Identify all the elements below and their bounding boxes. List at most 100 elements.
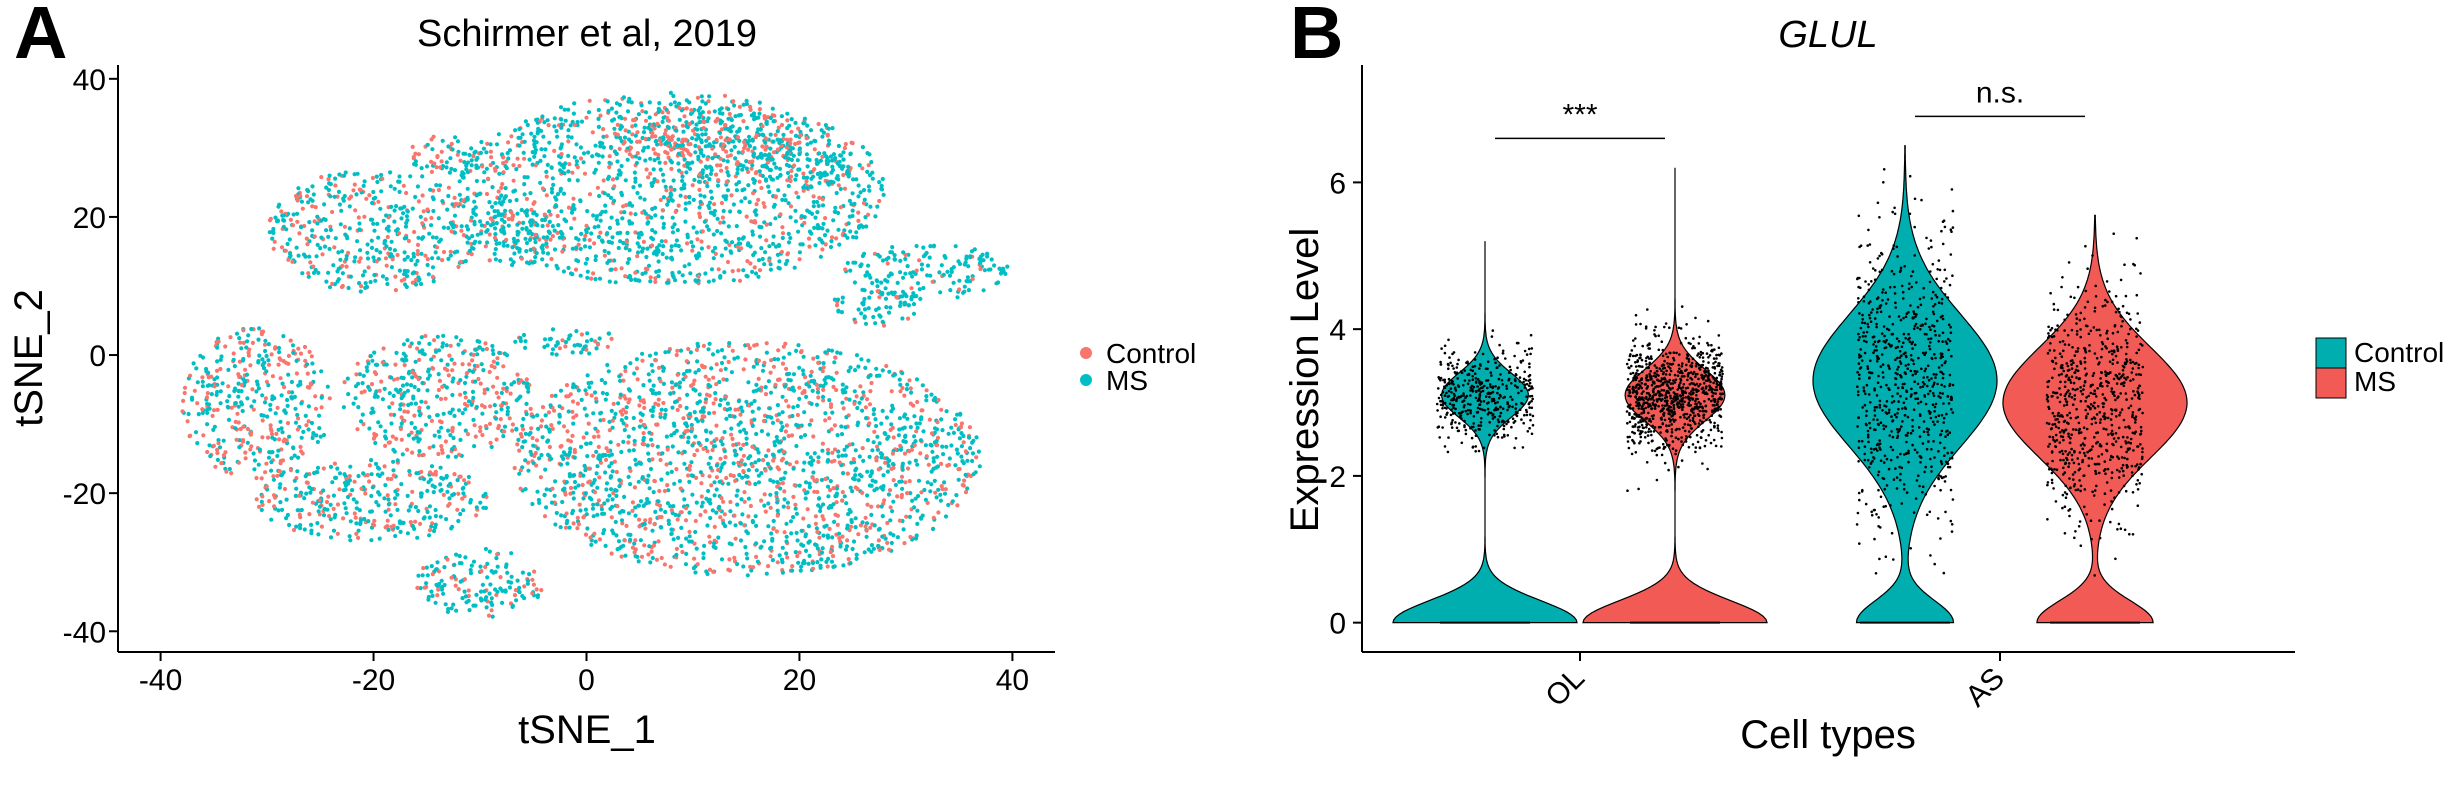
- tsne-point-ms: [963, 472, 968, 477]
- tsne-point-ms: [458, 511, 463, 517]
- tsne-point-ms: [584, 441, 589, 446]
- tsne-point-ms: [740, 475, 745, 480]
- tsne-point-ms: [590, 154, 595, 159]
- tsne-point-control: [637, 403, 642, 408]
- tsne-point-ms: [621, 240, 626, 246]
- tsne-point-ms: [344, 511, 349, 516]
- tsne-point-ms: [767, 406, 773, 411]
- tsne-point-control: [340, 263, 345, 269]
- tsne-point-control: [369, 382, 375, 387]
- tsne-point-control: [683, 518, 689, 523]
- tsne-point-control: [587, 192, 593, 197]
- tsne-point-ms: [819, 238, 824, 243]
- tsne-point-ms: [451, 376, 456, 381]
- tsne-point-ms: [671, 178, 676, 183]
- tsne-point-ms: [260, 393, 265, 398]
- tsne-point-ms: [816, 203, 821, 208]
- tsne-point-ms: [688, 350, 694, 355]
- tsne-point-control: [390, 434, 395, 439]
- tsne-point-ms: [682, 279, 688, 284]
- tsne-point-ms: [439, 475, 444, 480]
- tsne-point-control: [188, 433, 193, 438]
- tsne-point-ms: [805, 164, 810, 169]
- tsne-point-ms: [513, 128, 518, 133]
- tsne-point-ms: [882, 431, 887, 436]
- tsne-point-ms: [861, 458, 866, 463]
- tsne-point-control: [388, 412, 393, 417]
- tsne-point-control: [681, 153, 686, 158]
- tsne-point-ms: [374, 500, 379, 505]
- tsne-point-ms: [820, 448, 825, 453]
- tsne-point-ms: [358, 419, 364, 424]
- tsne-point-ms: [574, 159, 580, 164]
- tsne-point-ms: [501, 434, 506, 439]
- tsne-point-ms: [939, 417, 944, 422]
- tsne-point-control: [788, 137, 793, 142]
- tsne-point-control: [494, 390, 499, 395]
- tsne-point-ms: [543, 467, 548, 472]
- tsne-point-control: [483, 341, 488, 346]
- tsne-point-control: [639, 554, 645, 559]
- tsne-point-control: [295, 427, 300, 432]
- tsne-point-ms: [851, 235, 856, 240]
- tsne-point-ms: [355, 171, 360, 176]
- tsne-point-ms: [466, 399, 472, 404]
- tsne-point-ms: [865, 493, 870, 498]
- tsne-point-control: [842, 146, 848, 151]
- tsne-point-control: [475, 364, 480, 369]
- tsne-point-ms: [416, 387, 421, 393]
- tsne-point-ms: [695, 133, 701, 138]
- tsne-point-ms: [794, 530, 799, 536]
- tsne-point-ms: [928, 442, 933, 447]
- tsne-point-ms: [458, 579, 463, 584]
- tsne-point-control: [764, 238, 769, 243]
- tsne-point-ms: [474, 404, 479, 410]
- tsne-point-control: [687, 463, 693, 469]
- tsne-point-ms: [706, 461, 711, 466]
- tsne-point-ms: [553, 522, 558, 527]
- tsne-point-ms: [622, 427, 627, 433]
- tsne-point-control: [713, 251, 718, 256]
- tsne-point-control: [297, 231, 302, 236]
- tsne-point-control: [462, 401, 468, 407]
- tsne-point-ms: [773, 216, 778, 221]
- tsne-point-control: [396, 231, 402, 236]
- tsne-point-ms: [854, 556, 859, 561]
- tsne-point-ms: [397, 189, 402, 194]
- tsne-point-ms: [661, 178, 666, 183]
- tsne-point-control: [380, 176, 385, 181]
- tsne-point-ms: [843, 453, 848, 458]
- tsne-point-control: [856, 210, 861, 215]
- tsne-point-control: [729, 432, 734, 437]
- tsne-point-ms: [605, 99, 610, 104]
- tsne-point-control: [631, 118, 636, 123]
- tsne-point-control: [243, 367, 248, 372]
- tsne-point-ms: [246, 333, 251, 338]
- tsne-point-ms: [461, 204, 466, 209]
- tsne-point-ms: [880, 368, 885, 373]
- tsne-point-ms: [647, 100, 652, 105]
- tsne-point-ms: [711, 256, 716, 261]
- tsne-point-ms: [319, 395, 324, 400]
- tsne-point-ms: [838, 186, 843, 192]
- tsne-point-control: [272, 239, 277, 244]
- tsne-point-ms: [472, 222, 477, 227]
- tsne-point-control: [407, 344, 413, 349]
- tsne-point-ms: [699, 148, 704, 153]
- tsne-point-ms: [244, 345, 249, 350]
- tsne-point-control: [575, 515, 580, 521]
- tsne-point-control: [716, 178, 721, 183]
- tsne-point-ms: [780, 197, 785, 202]
- tsne-point-ms: [545, 162, 550, 167]
- tsne-point-ms: [669, 248, 674, 253]
- tsne-point-ms: [499, 202, 504, 207]
- tsne-point-control: [762, 204, 767, 209]
- tsne-point-ms: [430, 195, 435, 200]
- tsne-point-control: [686, 151, 691, 156]
- tsne-point-ms: [326, 234, 331, 239]
- tsne-point-ms: [751, 177, 756, 182]
- tsne-point-ms: [803, 496, 808, 501]
- tsne-point-ms: [524, 401, 529, 406]
- tsne-point-control: [666, 110, 671, 115]
- tsne-point-control: [741, 469, 746, 474]
